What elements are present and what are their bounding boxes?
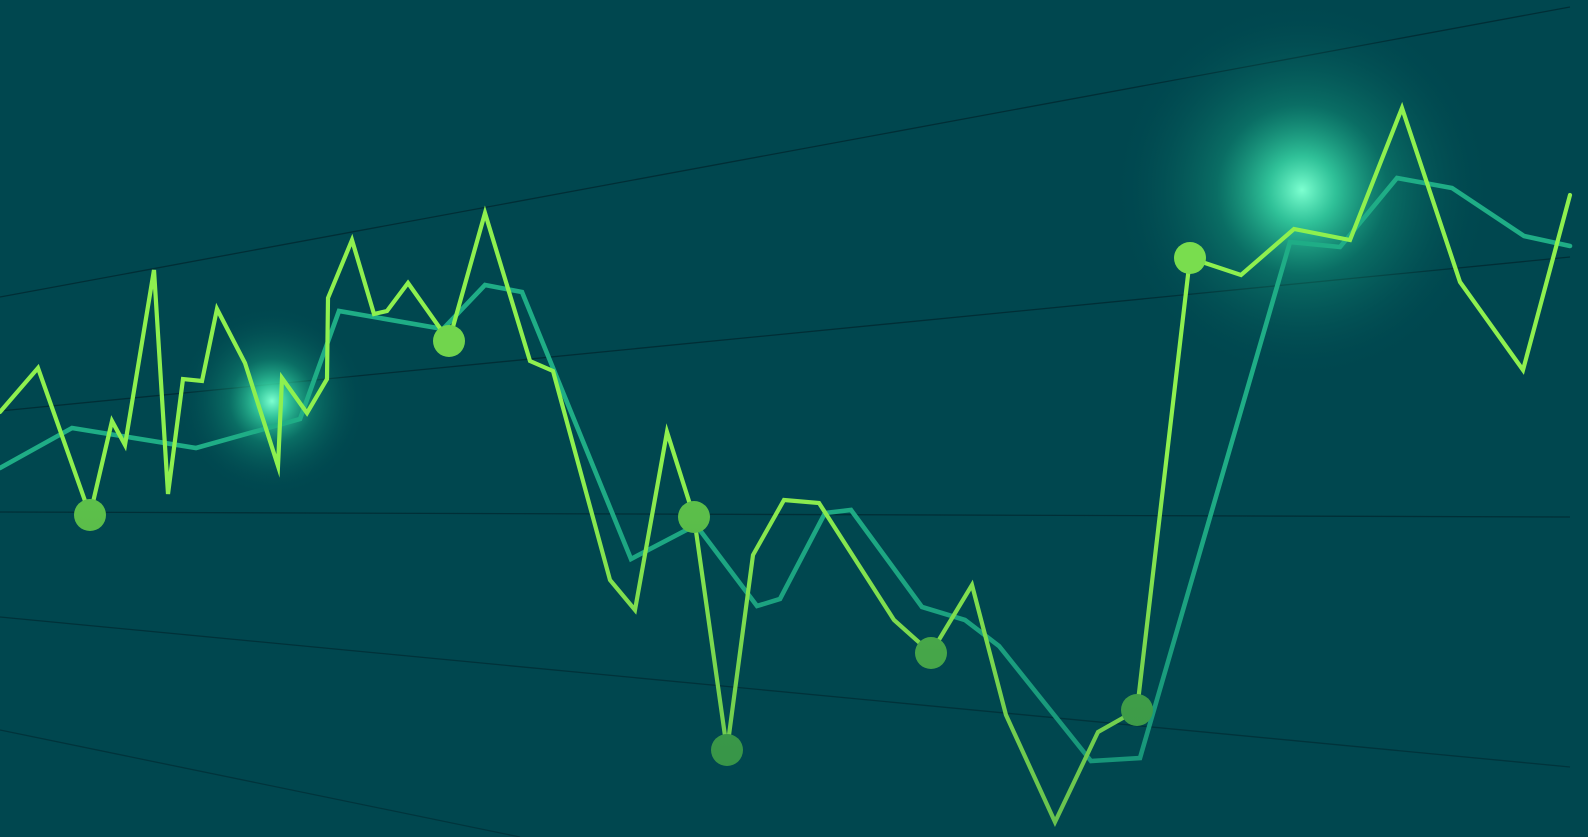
data-point-marker-3 [678, 501, 710, 533]
data-point-marker-7 [1174, 242, 1206, 274]
data-point-marker-2 [433, 325, 465, 357]
glow-highlight-2 [177, 306, 367, 496]
data-point-marker-6 [1121, 694, 1153, 726]
data-point-marker-5 [915, 637, 947, 669]
data-point-marker-4 [711, 734, 743, 766]
data-point-marker-1 [74, 499, 106, 531]
glow-highlight-1 [1112, 0, 1492, 380]
